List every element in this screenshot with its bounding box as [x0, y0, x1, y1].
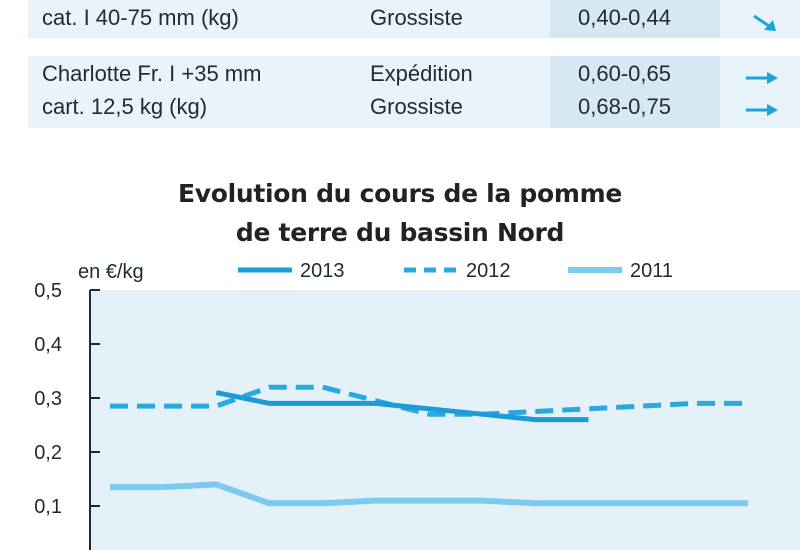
stage-label: Expédition	[370, 61, 473, 86]
series-line-2012	[110, 384, 748, 417]
y-tick-label: 0,2	[34, 442, 62, 464]
price-value: 0,68-0,75	[578, 94, 671, 119]
chart-title-line: Evolution du cours de la pomme	[177, 179, 623, 208]
y-tick-label: 0,1	[34, 496, 62, 518]
price-value: 0,40-0,44	[578, 5, 671, 30]
y-tick-label: 0,4	[34, 334, 62, 356]
arrow-right-icon	[746, 104, 778, 116]
table-row: cat. I 40-75 mm (kg) Grossiste 0,40-0,44	[28, 0, 800, 38]
series-group	[110, 384, 748, 507]
legend-label-2011: 2011	[630, 260, 673, 282]
y-axis-label: en €/kg	[78, 261, 144, 283]
arrow-down-right-icon	[753, 14, 776, 31]
price-value: 0,60-0,65	[578, 61, 671, 86]
y-ticks: 0,1 0,2 0,3 0,4 0,5	[34, 280, 100, 518]
price-cell-bg	[550, 56, 720, 128]
y-tick-label: 0,3	[34, 388, 62, 410]
product-label: Charlotte Fr. I +35 mm	[42, 61, 262, 86]
series-line-2011	[110, 481, 748, 507]
arrow-right-icon	[746, 72, 778, 84]
price-cell-bg	[550, 0, 720, 38]
stage-label: Grossiste	[370, 94, 463, 119]
chart-title-line: de terre du bassin Nord	[235, 218, 565, 247]
y-tick-label: 0,5	[34, 280, 62, 302]
legend: 2013 2012 2011	[238, 260, 673, 282]
line-chart: 0,1 0,2 0,3 0,4 0,5 en €/kg 2013 2012 2011	[34, 260, 800, 550]
legend-label-2012: 2012	[466, 260, 511, 282]
product-label: cat. I 40-75 mm (kg)	[42, 5, 239, 30]
series-line-2013	[215, 390, 589, 423]
legend-label-2013: 2013	[300, 260, 345, 282]
stage-label: Grossiste	[370, 5, 463, 30]
product-label: cart. 12,5 kg (kg)	[42, 94, 208, 119]
plot-area	[90, 290, 800, 550]
table-row: Charlotte Fr. I +35 mm cart. 12,5 kg (kg…	[28, 56, 800, 128]
